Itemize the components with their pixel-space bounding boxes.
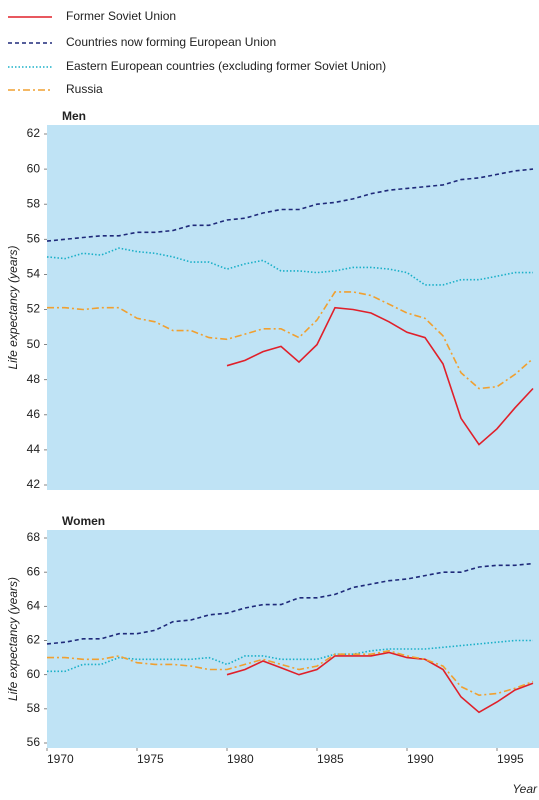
y-tick-label: 42 bbox=[27, 477, 41, 491]
panel-title: Men bbox=[62, 109, 86, 123]
y-axis-label: Life expectancy (years) bbox=[6, 245, 20, 369]
series-line bbox=[47, 649, 534, 697]
x-tick-label: 1975 bbox=[137, 752, 164, 766]
y-tick-label: 66 bbox=[27, 564, 41, 578]
series-line bbox=[226, 306, 534, 446]
series-line bbox=[46, 168, 534, 242]
y-tick-label: 68 bbox=[27, 530, 41, 544]
x-tick-label: 1995 bbox=[497, 752, 524, 766]
legend-label: Former Soviet Union bbox=[66, 9, 176, 23]
plot-background bbox=[47, 530, 539, 748]
y-tick-label: 58 bbox=[27, 701, 41, 715]
y-tick-label: 56 bbox=[27, 231, 41, 245]
x-axis-label: Year bbox=[512, 782, 538, 796]
legend-label: Russia bbox=[66, 82, 103, 96]
legend-label: Countries now forming European Union bbox=[66, 35, 276, 49]
y-tick-label: 56 bbox=[27, 735, 41, 749]
series-line bbox=[226, 651, 534, 714]
x-tick-label: 1985 bbox=[317, 752, 344, 766]
panel-title: Women bbox=[62, 514, 105, 528]
y-tick-label: 44 bbox=[27, 442, 41, 456]
y-tick-label: 52 bbox=[27, 302, 41, 316]
x-tick-label: 1990 bbox=[407, 752, 434, 766]
series-line bbox=[46, 562, 534, 645]
x-tick-label: 1970 bbox=[47, 752, 74, 766]
y-axis-label: Life expectancy (years) bbox=[6, 577, 20, 701]
y-tick-label: 58 bbox=[27, 196, 41, 210]
y-tick-label: 64 bbox=[27, 599, 41, 613]
y-tick-label: 60 bbox=[27, 161, 41, 175]
y-tick-label: 62 bbox=[27, 633, 41, 647]
plot-background bbox=[47, 125, 539, 490]
y-tick-label: 50 bbox=[27, 337, 41, 351]
y-tick-label: 60 bbox=[27, 667, 41, 681]
y-tick-label: 62 bbox=[27, 126, 41, 140]
legend-label: Eastern European countries (excluding fo… bbox=[66, 59, 386, 73]
y-tick-label: 48 bbox=[27, 372, 41, 386]
x-tick-label: 1980 bbox=[227, 752, 254, 766]
y-tick-label: 46 bbox=[27, 407, 41, 421]
series-line bbox=[47, 639, 533, 673]
y-tick-label: 54 bbox=[27, 267, 41, 281]
series-line bbox=[47, 291, 534, 390]
